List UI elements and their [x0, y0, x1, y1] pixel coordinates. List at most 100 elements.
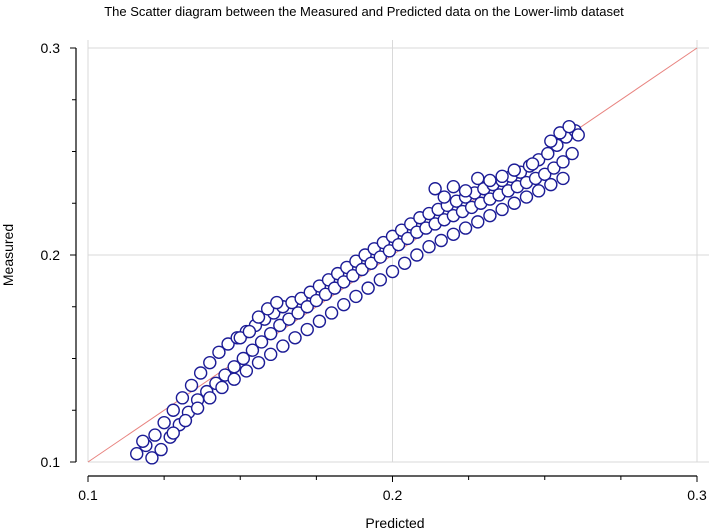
- x-axis-label: Predicted: [365, 515, 424, 531]
- data-point: [130, 447, 144, 461]
- data-point: [239, 364, 254, 378]
- data-point: [349, 289, 363, 304]
- data-point: [483, 208, 497, 223]
- data-point: [556, 155, 570, 169]
- data-point: [203, 391, 217, 405]
- data-point: [260, 302, 275, 316]
- data-point: [136, 434, 150, 448]
- data-point: [553, 126, 567, 140]
- data-point: [145, 451, 159, 465]
- data-point: [190, 401, 205, 415]
- data-point: [437, 190, 451, 204]
- data-point: [544, 177, 558, 192]
- data-point: [401, 231, 415, 246]
- data-point: [227, 372, 241, 386]
- data-point: [382, 244, 397, 258]
- data-point: [391, 237, 406, 252]
- data-point: [148, 428, 162, 442]
- data-point: [276, 339, 290, 353]
- data-point: [288, 331, 302, 345]
- data-point: [446, 227, 461, 242]
- data-point: [300, 322, 314, 337]
- data-point: [458, 221, 473, 235]
- data-point: [428, 182, 442, 196]
- data-point: [541, 146, 555, 161]
- data-point: [236, 351, 250, 366]
- data-point: [175, 391, 190, 405]
- data-point: [385, 264, 400, 279]
- data-point: [270, 295, 284, 310]
- data-point: [193, 366, 208, 380]
- data-point: [346, 269, 360, 283]
- data-point: [373, 273, 388, 287]
- data-point: [458, 184, 473, 198]
- data-point: [300, 300, 314, 314]
- data-point: [166, 403, 180, 417]
- data-point: [203, 355, 217, 370]
- data-point: [264, 326, 278, 341]
- data-point: [544, 134, 558, 148]
- data-point: [251, 355, 266, 370]
- data-point: [373, 250, 388, 264]
- data-point: [434, 233, 448, 248]
- data-point: [309, 293, 324, 308]
- data-point: [519, 190, 534, 204]
- data-point: [355, 262, 369, 277]
- y-tick-label: 0.3: [41, 40, 61, 56]
- data-point: [264, 347, 278, 362]
- data-points: [130, 119, 585, 465]
- data-point: [397, 256, 412, 270]
- x-tick-label: 0.1: [78, 487, 98, 503]
- data-point: [254, 335, 269, 349]
- grid-lines: [87, 40, 709, 463]
- y-tick-label: 0.1: [41, 454, 61, 470]
- data-point: [446, 179, 461, 194]
- data-point: [571, 128, 585, 142]
- data-point: [184, 378, 199, 393]
- data-point: [471, 215, 485, 229]
- data-point: [245, 343, 260, 357]
- data-point: [233, 331, 247, 345]
- data-point: [324, 306, 339, 320]
- chart-title: The Scatter diagram between the Measured…: [104, 4, 624, 19]
- data-point: [562, 119, 576, 134]
- data-point: [483, 173, 497, 188]
- data-point: [327, 281, 342, 295]
- data-point: [178, 413, 193, 428]
- data-point: [251, 310, 266, 324]
- x-tick-label: 0.3: [687, 487, 707, 503]
- data-point: [547, 161, 561, 175]
- axis-ticks: 0.1 0.2 0.3 0.1 0.2 0.3: [41, 40, 707, 503]
- data-point: [531, 184, 546, 198]
- data-point: [538, 167, 552, 181]
- data-point: [154, 442, 168, 457]
- data-point: [212, 345, 226, 359]
- data-point: [410, 248, 424, 262]
- data-point: [361, 281, 375, 295]
- data-point: [364, 256, 378, 270]
- data-point: [495, 202, 509, 217]
- data-point: [291, 306, 305, 320]
- data-point: [312, 314, 327, 328]
- data-point: [556, 171, 570, 186]
- data-point: [337, 275, 351, 289]
- data-point: [282, 312, 296, 326]
- data-point: [337, 297, 351, 312]
- data-point: [525, 157, 540, 171]
- data-point: [221, 337, 235, 351]
- data-point: [318, 287, 333, 302]
- data-point: [242, 324, 257, 339]
- data-point: [495, 169, 509, 184]
- data-point: [166, 426, 180, 440]
- data-point: [215, 380, 229, 395]
- data-point: [507, 163, 521, 177]
- data-point: [422, 240, 436, 254]
- data-point: [273, 318, 287, 333]
- y-axis-label: Measured: [0, 224, 16, 286]
- y-tick-label: 0.2: [41, 247, 61, 263]
- data-point: [565, 146, 579, 161]
- x-tick-label: 0.2: [383, 487, 403, 503]
- data-point: [157, 415, 171, 430]
